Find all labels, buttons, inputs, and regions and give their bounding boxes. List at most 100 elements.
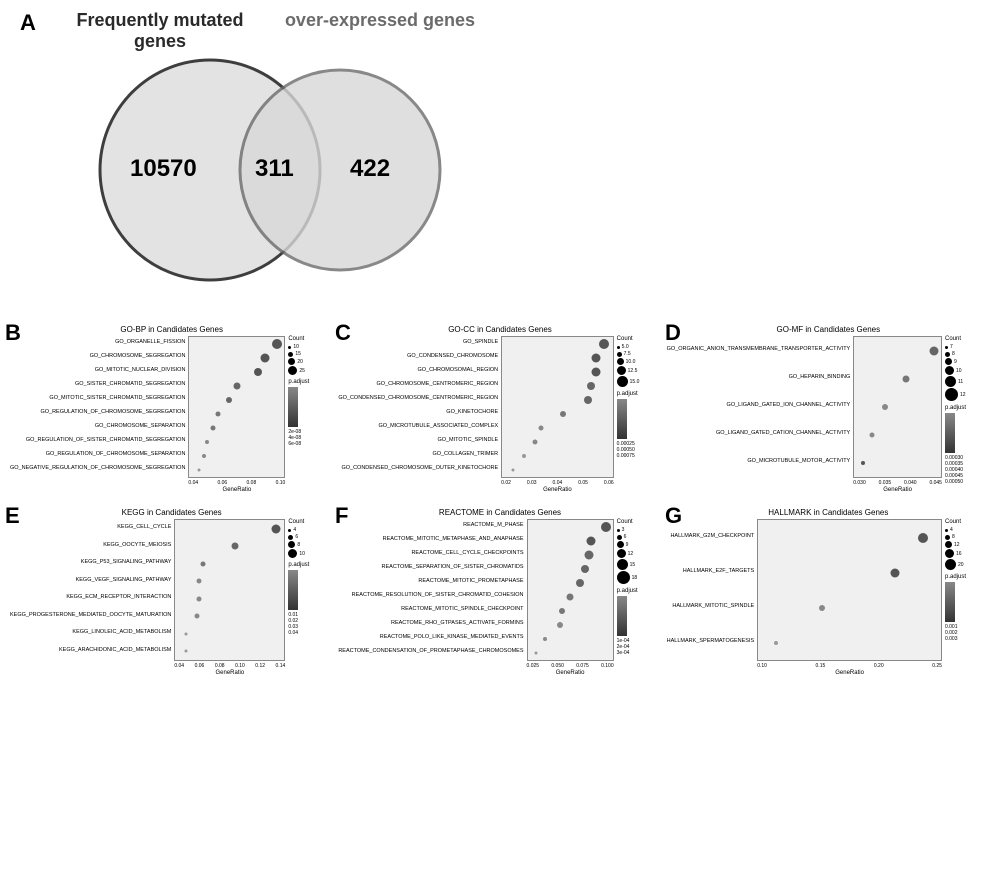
legend-count-item: 8	[288, 541, 333, 548]
legend-count-item: 6	[617, 534, 662, 540]
dot-point	[557, 622, 563, 628]
x-tick: 0.03	[527, 480, 537, 486]
dot-point	[272, 339, 282, 349]
dot-point	[576, 579, 584, 587]
legend-count-item: 10	[945, 366, 990, 375]
y-labels: GO_ORGANIC_ANION_TRANSMEMBRANE_TRANSPORT…	[667, 336, 854, 476]
term-label: GO_CHROMOSOME_SEGREGATION	[10, 354, 185, 360]
chart-e: KEGG in Candidates Genes KEGG_CELL_CYCLE…	[10, 508, 333, 676]
legend-padj-item: 0.00050	[945, 479, 990, 485]
legend-count-item: 11	[945, 376, 990, 387]
dot-point	[533, 440, 538, 445]
dot-point	[918, 533, 928, 543]
legend-padj-title: p.adjust	[288, 562, 333, 568]
venn-center-value: 311	[255, 155, 294, 183]
term-label: HALLMARK_SPERMATOGENESIS	[667, 639, 755, 645]
legend-count-item: 12.5	[617, 366, 662, 375]
term-label: KEGG_ECM_RECEPTOR_INTERACTION	[10, 595, 171, 601]
term-label: HALLMARK_MITOTIC_SPINDLE	[667, 604, 755, 610]
term-label: GO_LIGAND_GATED_ION_CHANNEL_ACTIVITY	[667, 403, 851, 409]
legend-count-item: 20	[288, 358, 333, 365]
term-label: REACTOME_CONDENSATION_OF_PROMETAPHASE_CH…	[338, 649, 523, 655]
chart-title: KEGG in Candidates Genes	[10, 508, 333, 517]
x-tick: 0.08	[215, 663, 225, 669]
x-tick: 0.040	[904, 480, 917, 486]
x-tick: 0.025	[527, 663, 540, 669]
legend-count-item: 5.0	[617, 344, 662, 350]
legend-padj-title: p.adjust	[617, 391, 662, 397]
plot-area	[501, 336, 614, 478]
term-label: GO_CHROMOSOME_CENTROMERIC_REGION	[338, 382, 498, 388]
x-tick: 0.075	[576, 663, 589, 669]
legend-colorbar	[288, 570, 298, 610]
x-tick: 0.12	[255, 663, 265, 669]
dot-point	[185, 632, 188, 635]
chart-title: REACTOME in Candidates Genes	[338, 508, 661, 517]
dot-point	[535, 652, 538, 655]
x-tick: 0.035	[879, 480, 892, 486]
legends: Count 369121518 p.adjust 1e-042e-043e-04	[614, 519, 662, 676]
plot-area	[527, 519, 614, 661]
dot-point	[185, 650, 188, 653]
legend-padj-item: 0.00075	[617, 453, 662, 459]
x-axis: 0.020.030.040.050.06	[501, 480, 614, 486]
chart-b: GO-BP in Candidates Genes GO_ORGANELLE_F…	[10, 325, 333, 493]
legend-count-title: Count	[288, 519, 333, 525]
legend-count-item: 12	[945, 541, 990, 548]
term-label: GO_CONDENSED_CHROMOSOME_CENTROMERIC_REGI…	[338, 396, 498, 402]
x-tick: 0.06	[604, 480, 614, 486]
legend-padj-title: p.adjust	[617, 588, 662, 594]
term-label: REACTOME_MITOTIC_METAPHASE_AND_ANAPHASE	[338, 537, 523, 543]
chart-d: GO-MF in Candidates Genes GO_ORGANIC_ANI…	[667, 325, 990, 493]
x-axis: 0.040.060.080.100.120.14	[174, 663, 285, 669]
term-label: GO_CHROMOSOMAL_REGION	[338, 368, 498, 374]
dot-point	[226, 397, 232, 403]
dot-point	[197, 469, 200, 472]
dot-point	[869, 433, 874, 438]
term-label: REACTOME_CELL_CYCLE_CHECKPOINTS	[338, 551, 523, 557]
legend-padj-item: 0.003	[945, 636, 990, 642]
legend-count-item: 25	[288, 366, 333, 375]
term-label: REACTOME_MITOTIC_SPINDLE_CHECKPOINT	[338, 607, 523, 613]
term-label: GO_CONDENSED_CHROMOSOME	[338, 354, 498, 360]
x-tick: 0.06	[217, 480, 227, 486]
legend-count-item: 10	[288, 344, 333, 350]
x-label: GeneRatio	[853, 487, 942, 493]
dot-point	[512, 469, 515, 472]
plot-area	[757, 519, 942, 661]
dot-point	[202, 454, 206, 458]
x-tick: 0.10	[235, 663, 245, 669]
term-label: GO_CONDENSED_CHROMOSOME_OUTER_KINETOCHOR…	[338, 466, 498, 472]
legend-colorbar	[945, 413, 955, 453]
dot-point	[197, 579, 202, 584]
dot-point	[232, 543, 239, 550]
term-label: REACTOME_SEPARATION_OF_SISTER_CHROMATIDS	[338, 565, 523, 571]
legend-count-item: 8	[945, 534, 990, 540]
dot-point	[903, 376, 910, 383]
term-label: GO_REGULATION_OF_CHROMOSOME_SEPARATION	[10, 452, 185, 458]
term-label: REACTOME_MITOTIC_PROMETAPHASE	[338, 579, 523, 585]
x-tick: 0.25	[932, 663, 942, 669]
x-tick: 0.050	[551, 663, 564, 669]
legend-count-title: Count	[945, 519, 990, 525]
legend-count-item: 20	[945, 559, 990, 570]
x-label: GeneRatio	[174, 670, 285, 676]
dot-point	[592, 368, 601, 377]
dot-point	[215, 412, 220, 417]
dot-point	[581, 565, 589, 573]
legends: Count 48121620 p.adjust 0.0010.0020.003	[942, 519, 990, 676]
term-label: REACTOME_RHO_GTPASES_ACTIVATE_FORMINS	[338, 621, 523, 627]
x-tick: 0.04	[188, 480, 198, 486]
venn-title-left: Frequently mutated genes	[60, 10, 260, 52]
plot-area	[188, 336, 285, 478]
x-axis: 0.0250.0500.0750.100	[527, 663, 614, 669]
term-label: GO_MITOTIC_SISTER_CHROMATID_SEGREGATION	[10, 396, 185, 402]
term-label: GO_KINETOCHORE	[338, 410, 498, 416]
dot-point	[861, 461, 865, 465]
term-label: KEGG_OOCYTE_MEIOSIS	[10, 543, 171, 549]
dot-point	[543, 637, 547, 641]
term-label: GO_MICROTUBULE_ASSOCIATED_COMPLEX	[338, 424, 498, 430]
venn-left-value: 10570	[130, 155, 197, 183]
x-label: GeneRatio	[501, 487, 614, 493]
term-label: GO_MICROTUBULE_MOTOR_ACTIVITY	[667, 459, 851, 465]
